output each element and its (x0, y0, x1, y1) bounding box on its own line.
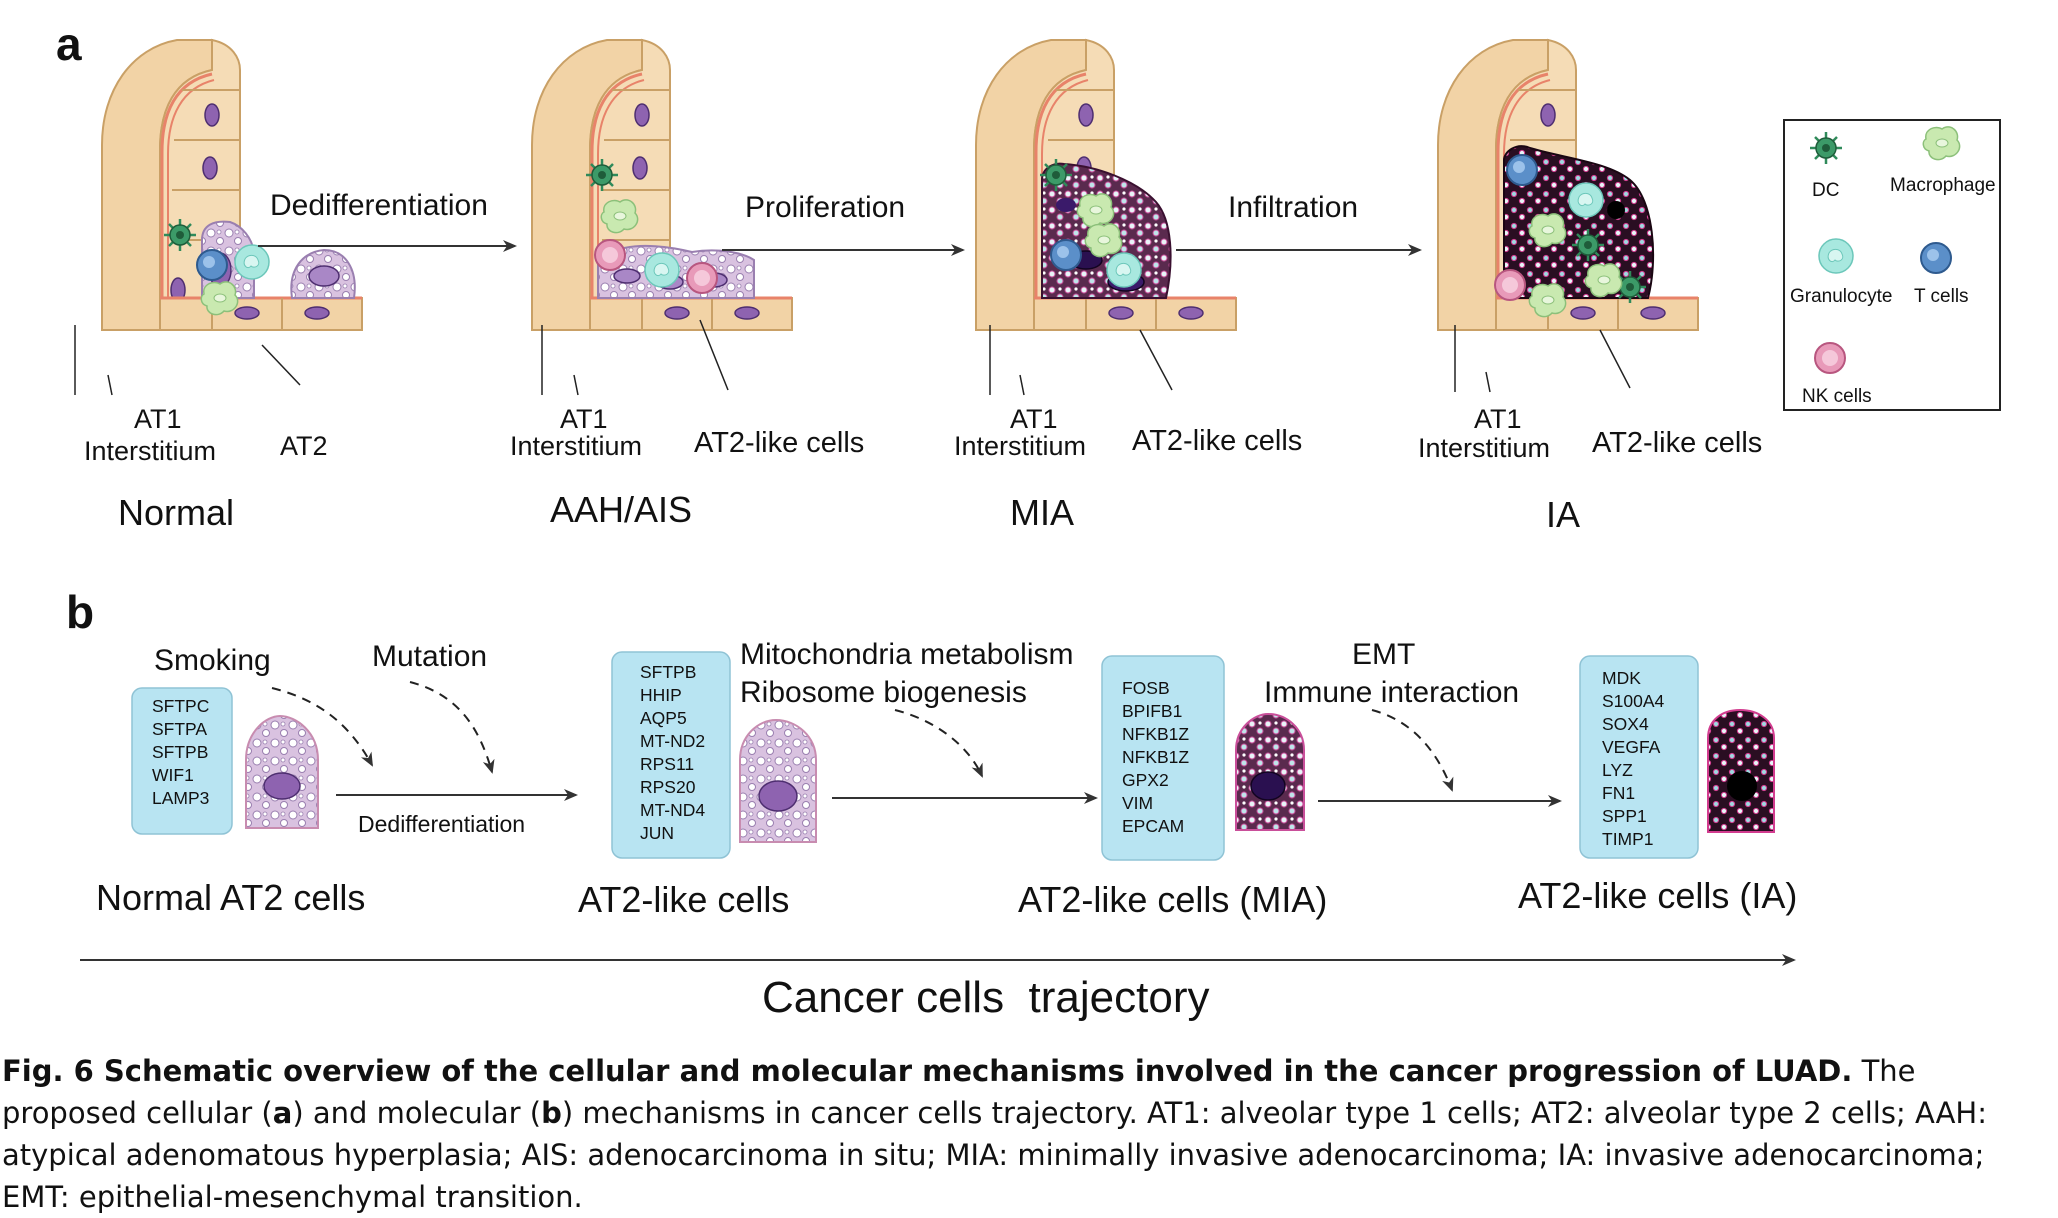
mia-interstitium-label: Interstitium (954, 431, 1086, 461)
gene-box-normal-at2 (131, 687, 233, 835)
gene-box-at2-like-ia (1579, 655, 1699, 859)
gene: SFTPB (152, 742, 208, 762)
stage-b-at2-like: AT2-like cells (578, 879, 789, 920)
factor-smoking: Smoking (154, 644, 271, 677)
legend-granulocyte: Granulocyte (1790, 286, 1892, 307)
figure-6: a AT1 Interstitium AT2 Normal Dedifferen… (56, 18, 2001, 1022)
immune-cell-legend: DC Macrophage Granulocyte T cells NK cel… (1783, 119, 2001, 411)
transition-proliferation: Proliferation (745, 191, 905, 224)
aah-interstitium-label: Interstitium (510, 431, 642, 461)
ia-at1-label: AT1 (1474, 404, 1522, 434)
gene: JUN (640, 823, 674, 843)
gene-box-at2-like (611, 651, 731, 859)
caption-text-3: ) mechanisms in cancer cells trajectory.… (2, 1096, 1988, 1214)
stage-b-at2-like-ia: AT2-like cells (IA) (1518, 875, 1797, 916)
gene: WIF1 (152, 765, 194, 785)
gene: FN1 (1602, 783, 1635, 803)
legend-nkcells: NK cells (1802, 386, 1872, 407)
trajectory-label: Cancer cells trajectory (762, 973, 1209, 1022)
stage-normal (100, 38, 364, 332)
stage-mia (974, 38, 1238, 332)
gene: S100A4 (1602, 691, 1665, 711)
gene: SOX4 (1602, 714, 1649, 734)
ia-interstitium-label: Interstitium (1418, 433, 1550, 463)
caption-ref-a: a (272, 1096, 293, 1130)
gene: HHIP (640, 685, 682, 705)
gene: GPX2 (1122, 770, 1169, 790)
process-immune: Immune interaction (1264, 676, 1519, 709)
b-dedifferentiation: Dedifferentiation (358, 811, 525, 837)
panel-b-label: b (66, 586, 94, 638)
process-emt: EMT (1352, 638, 1415, 671)
gene: SFTPB (640, 662, 696, 682)
ia-cell-label: AT2-like cells (1592, 427, 1762, 459)
legend-dc: DC (1812, 180, 1839, 201)
process-ribosome: Ribosome biogenesis (740, 676, 1027, 709)
normal-at2-label: AT2 (280, 431, 328, 461)
stage-b-at2-like-mia: AT2-like cells (MIA) (1018, 879, 1327, 920)
mia-cell-label: AT2-like cells (1132, 425, 1302, 457)
stage-ia (1436, 38, 1700, 332)
caption-title: Fig. 6 Schematic overview of the cellula… (2, 1054, 1853, 1088)
transition-dedifferentiation: Dedifferentiation (270, 189, 488, 222)
gene: VIM (1122, 793, 1153, 813)
transition-infiltration: Infiltration (1228, 191, 1358, 224)
gene: TIMP1 (1602, 829, 1654, 849)
process-mitochondria: Mitochondria metabolism (740, 638, 1073, 671)
gene: EPCAM (1122, 816, 1184, 836)
gene: SFTPC (152, 696, 209, 716)
stage-title-mia: MIA (1010, 492, 1074, 533)
gene: RPS11 (640, 754, 694, 774)
cell-at2-like-ia (1707, 708, 1775, 833)
genes-at2-like-mia: FOSB BPIFB1 NFKB1Z NFKB1Z GPX2 VIM EPCAM (1122, 678, 1189, 836)
mia-at1-label: AT1 (1010, 404, 1058, 434)
gene: LAMP3 (152, 788, 209, 808)
aah-cell-label: AT2-like cells (694, 427, 864, 459)
gene: MT-ND4 (640, 800, 705, 820)
gene: RPS20 (640, 777, 696, 797)
stage-title-ia: IA (1546, 494, 1580, 535)
gene: MT-ND2 (640, 731, 705, 751)
genes-at2-like: SFTPB HHIP AQP5 MT-ND2 RPS11 RPS20 MT-ND… (640, 662, 705, 843)
gene: NFKB1Z (1122, 724, 1189, 744)
panel-a-label: a (56, 18, 82, 70)
gene: SFTPA (152, 719, 207, 739)
factor-mutation: Mutation (372, 640, 487, 673)
caption-text-1: The proposed cellular ( (2, 1054, 1916, 1130)
caption-ref-b: b (541, 1096, 562, 1130)
genes-at2-like-ia: MDK S100A4 SOX4 VEGFA LYZ FN1 SPP1 TIMP1 (1602, 668, 1665, 849)
normal-at1-label: AT1 (134, 404, 182, 434)
gene: BPIFB1 (1122, 701, 1182, 721)
stage-title-normal: Normal (118, 492, 234, 533)
legend-macrophage: Macrophage (1890, 175, 1996, 196)
stage-b-normal-at2: Normal AT2 cells (96, 877, 365, 918)
stage-title-aah-ais: AAH/AIS (550, 489, 692, 530)
normal-interstitium-label: Interstitium (84, 436, 216, 466)
gene: NFKB1Z (1122, 747, 1189, 767)
legend-tcells: T cells (1914, 286, 1969, 307)
gene: SPP1 (1602, 806, 1647, 826)
figure-caption: Fig. 6 Schematic overview of the cellula… (2, 1050, 2052, 1218)
cell-normal-at2 (245, 714, 319, 829)
caption-text-2: ) and molecular ( (292, 1096, 542, 1130)
genes-normal-at2: SFTPC SFTPA SFTPB WIF1 LAMP3 (152, 696, 209, 808)
gene: VEGFA (1602, 737, 1661, 757)
gene-box-at2-like-mia (1101, 655, 1225, 861)
stage-aah-ais (530, 38, 794, 332)
gene: AQP5 (640, 708, 687, 728)
gene: MDK (1602, 668, 1641, 688)
gene: LYZ (1602, 760, 1633, 780)
aah-at1-label: AT1 (560, 404, 608, 434)
gene: FOSB (1122, 678, 1170, 698)
